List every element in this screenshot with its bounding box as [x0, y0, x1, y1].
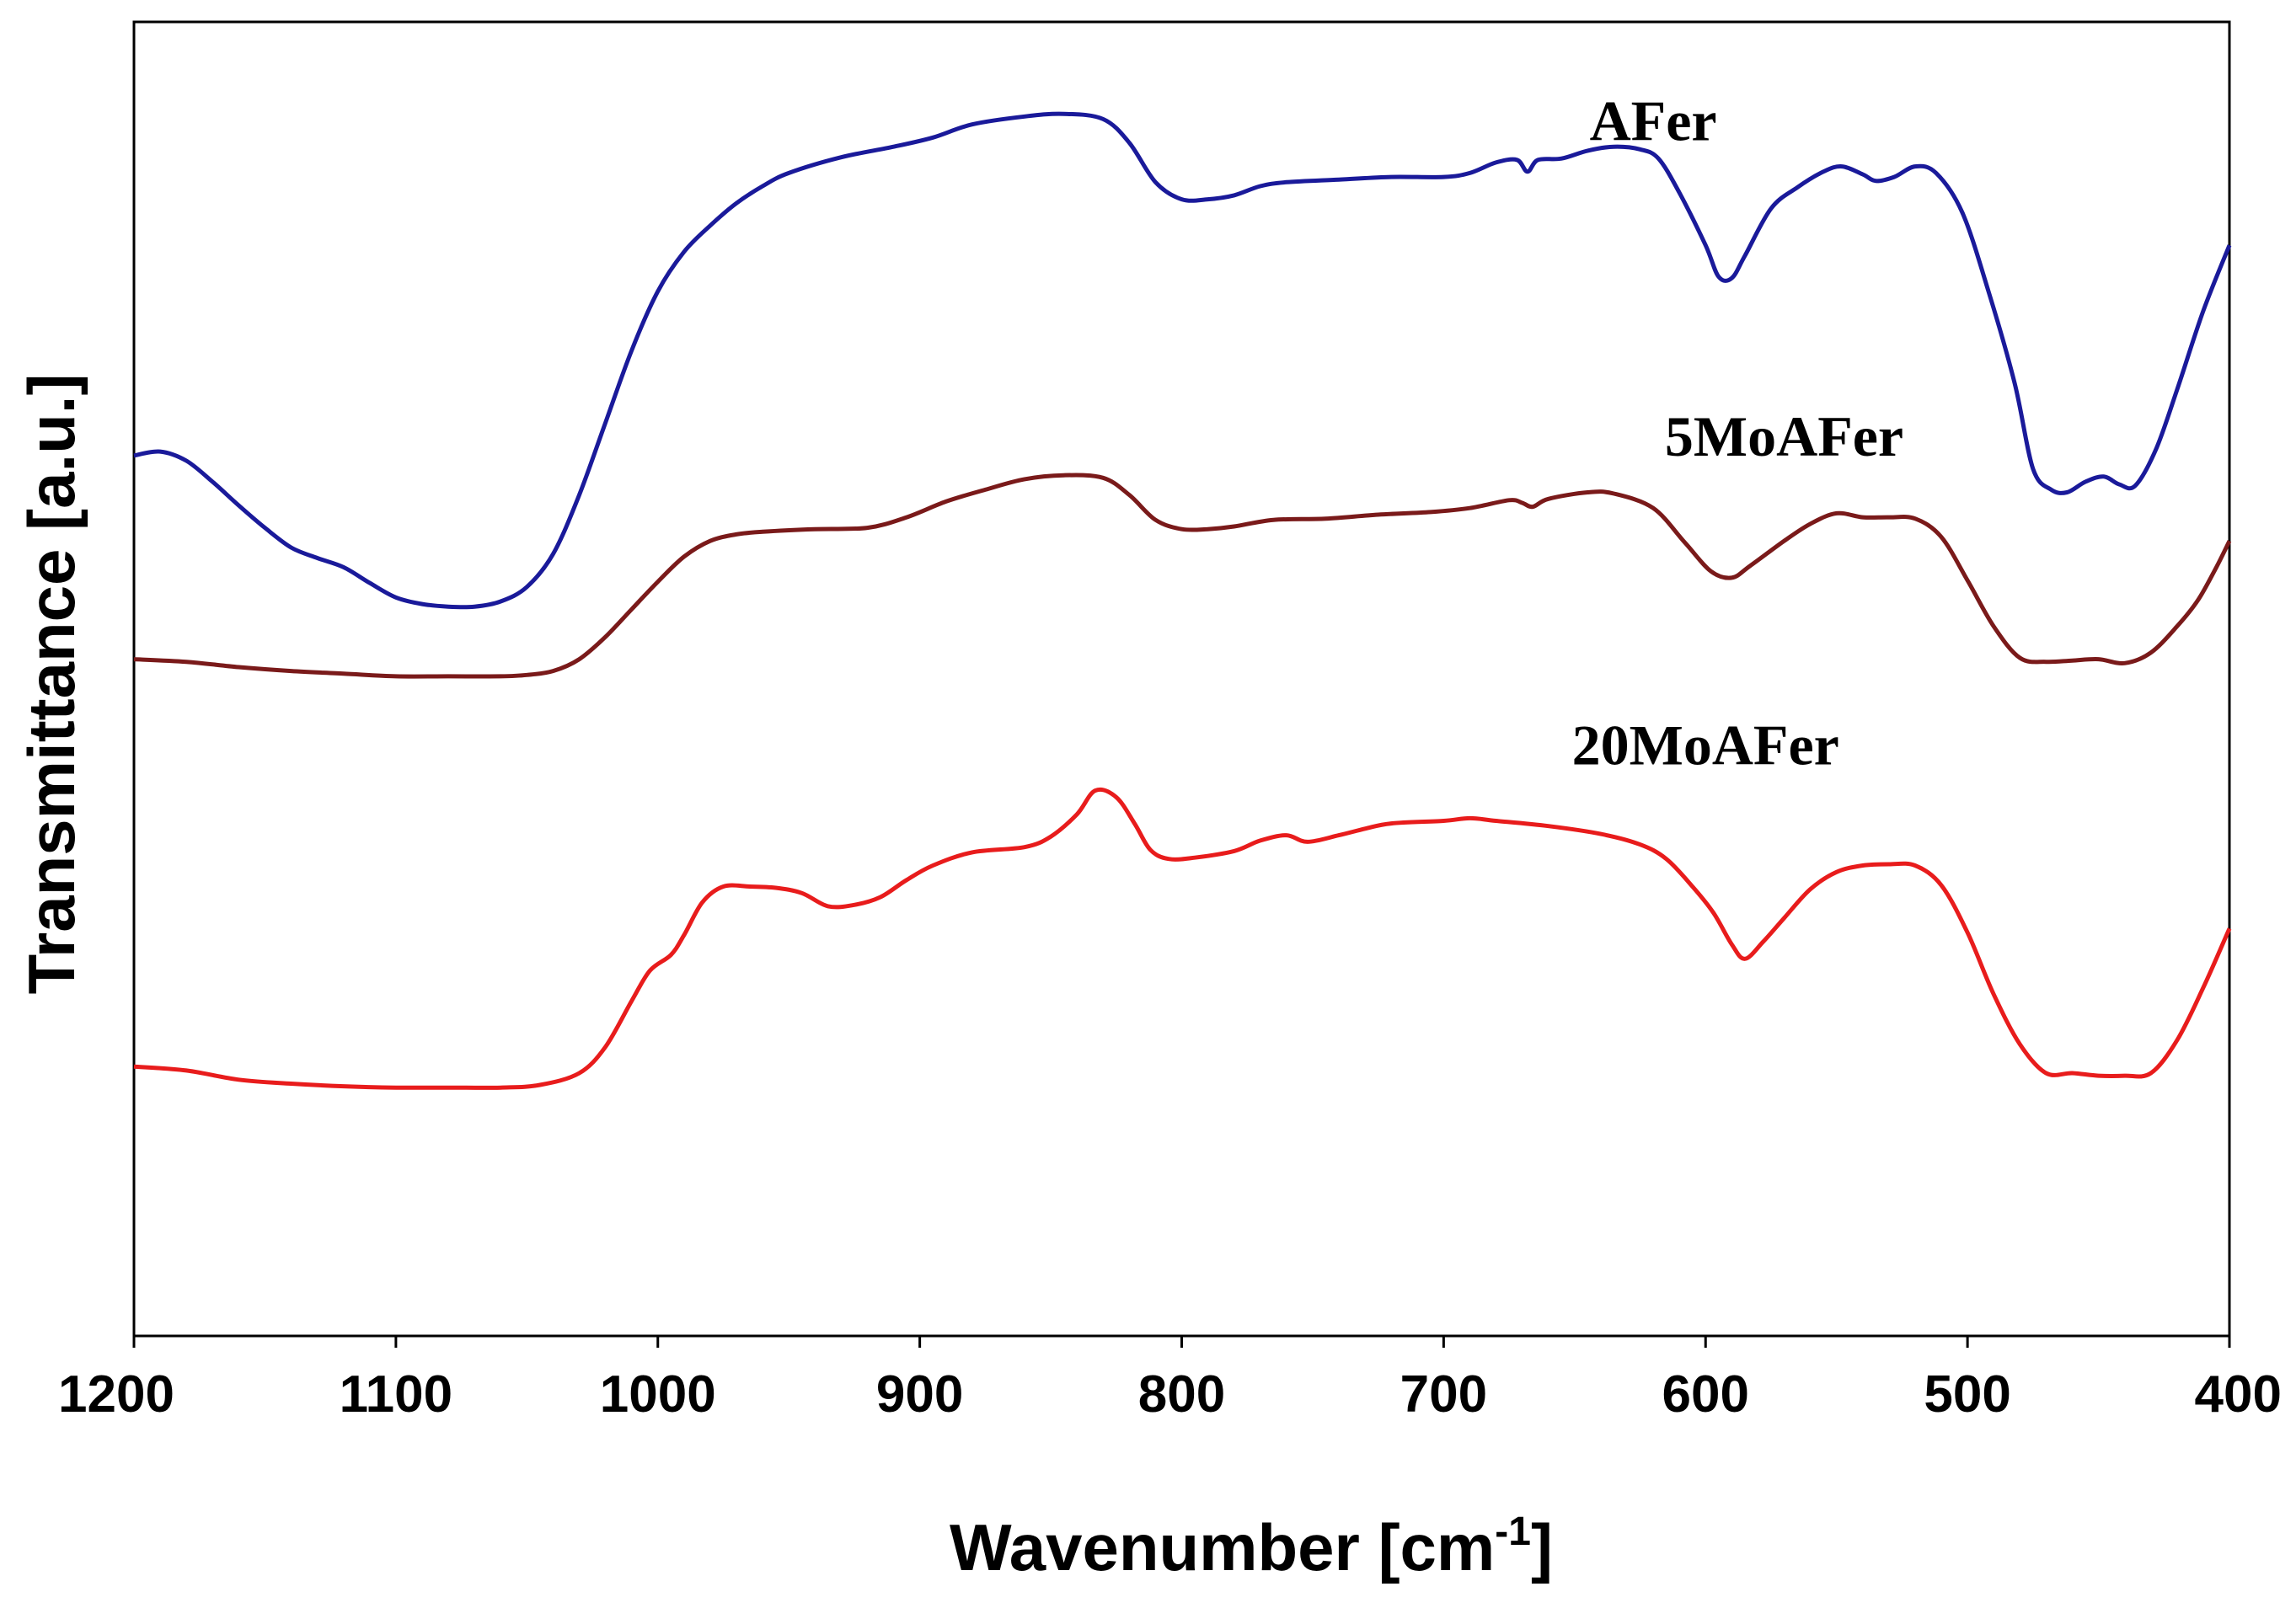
series-line-20MoAFer — [133, 787, 2232, 1090]
x-tick-label: 500 — [1924, 1365, 2010, 1424]
x-tick-label: 1000 — [600, 1365, 716, 1424]
x-tick-label: 400 — [2195, 1365, 2282, 1424]
series-line-5MoAFer — [133, 473, 2232, 679]
x-tick-label: 600 — [1662, 1365, 1749, 1424]
x-tick-label: 700 — [1400, 1365, 1487, 1424]
series-label-20MoAFer: 20MoAFer — [1572, 713, 1839, 777]
y-axis-title: Transmittance [a.u.] — [14, 374, 88, 995]
series-label-AFer: AFer — [1590, 88, 1717, 152]
series-line-AFer — [133, 111, 2232, 610]
x-tick-label: 1100 — [340, 1365, 453, 1424]
x-tick-label: 800 — [1138, 1365, 1225, 1424]
series-labels: AFer 5MoAFer 20MoAFer — [1572, 88, 1903, 777]
x-axis-title-superscript: -1 — [1495, 1509, 1531, 1554]
series-label-5MoAFer: 5MoAFer — [1665, 404, 1903, 468]
plot-frame — [132, 20, 2231, 1338]
x-tick-label: 900 — [876, 1365, 963, 1424]
x-ticks: 1200 1100 1000 900 800 700 600 500 400 — [58, 1336, 2282, 1424]
x-tick-label: 1200 — [58, 1365, 174, 1424]
series-lines — [133, 111, 2232, 1090]
x-axis-title: Wavenumber [cm-1] — [950, 1509, 1553, 1584]
